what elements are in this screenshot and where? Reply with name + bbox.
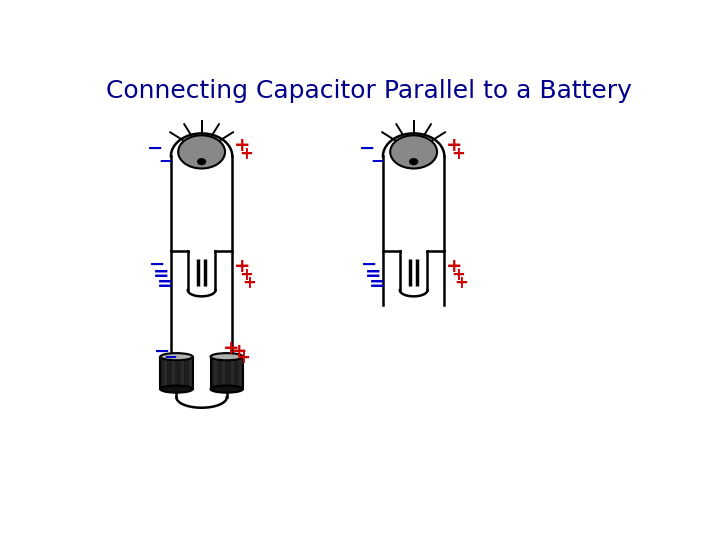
Text: +: + (454, 274, 468, 292)
Ellipse shape (390, 136, 437, 168)
Text: +: + (234, 137, 251, 156)
FancyBboxPatch shape (408, 156, 420, 164)
Ellipse shape (161, 353, 193, 360)
Bar (210, 357, 243, 389)
Text: +: + (236, 349, 251, 367)
Ellipse shape (161, 386, 193, 393)
Text: −: − (154, 342, 171, 361)
Text: +: + (239, 266, 253, 284)
Text: −: − (158, 151, 172, 170)
Circle shape (198, 159, 205, 165)
Bar (161, 357, 193, 389)
Text: =: = (364, 265, 381, 284)
Text: +: + (451, 266, 465, 284)
Circle shape (410, 159, 418, 165)
Text: −: − (163, 347, 176, 365)
Text: +: + (446, 137, 463, 156)
Text: +: + (234, 257, 251, 276)
Text: −: − (149, 255, 165, 274)
Ellipse shape (210, 386, 243, 393)
Text: −: − (359, 138, 376, 158)
Text: =: = (369, 275, 386, 294)
Text: +: + (223, 339, 240, 358)
FancyBboxPatch shape (195, 156, 208, 164)
Ellipse shape (178, 136, 225, 168)
Text: =: = (153, 265, 169, 284)
Text: +: + (230, 342, 247, 361)
Text: +: + (239, 145, 253, 163)
Text: +: + (451, 145, 465, 163)
Text: Connecting Capacitor Parallel to a Battery: Connecting Capacitor Parallel to a Batte… (106, 79, 632, 103)
Ellipse shape (210, 353, 243, 360)
Text: −: − (361, 255, 377, 274)
Text: −: − (370, 151, 384, 170)
Text: +: + (242, 274, 256, 292)
Text: =: = (157, 275, 174, 294)
Text: +: + (446, 257, 463, 276)
Text: −: − (147, 138, 163, 158)
